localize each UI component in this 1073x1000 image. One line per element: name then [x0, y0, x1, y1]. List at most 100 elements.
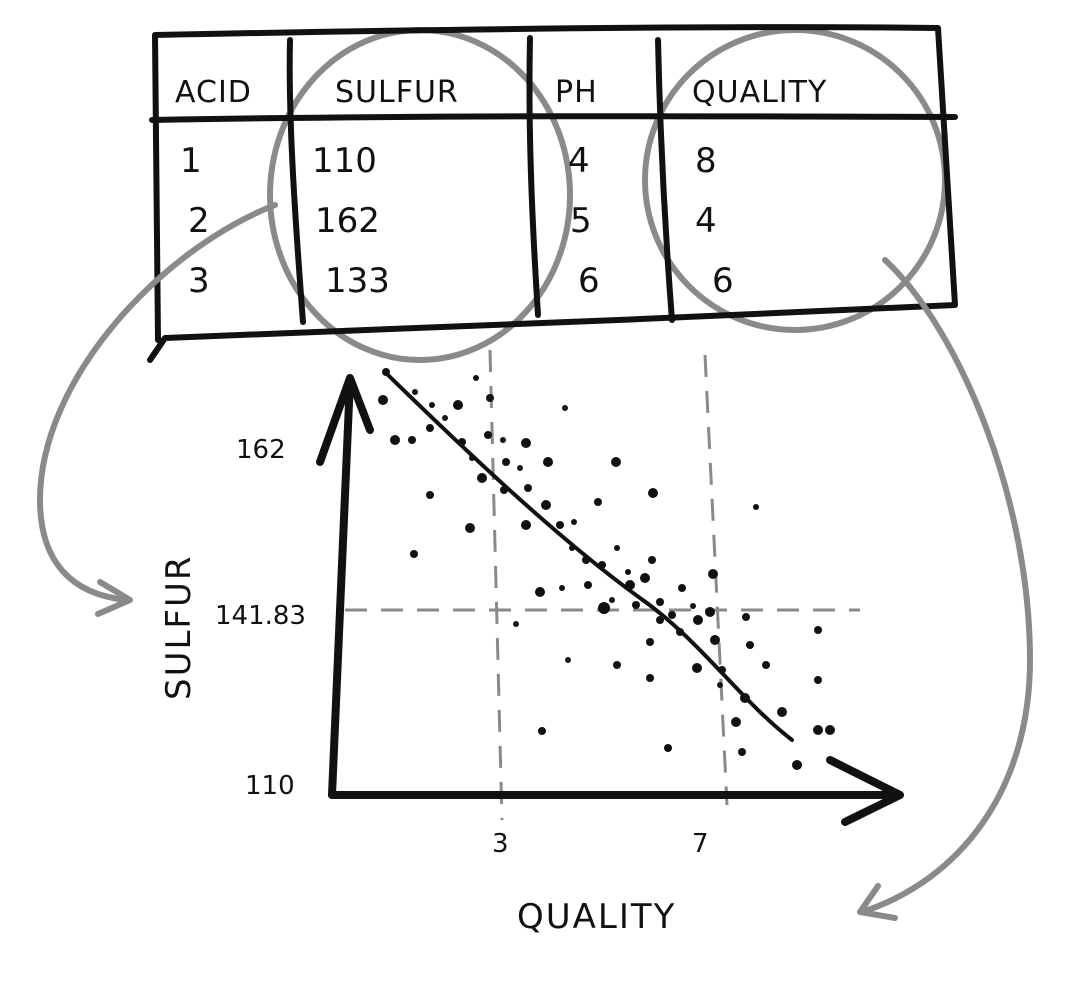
- scatter-point: [742, 613, 750, 621]
- scatter-point: [465, 523, 475, 533]
- scatter-point: [442, 415, 448, 421]
- y-tick-label: 110: [245, 771, 295, 801]
- scatter-point: [535, 587, 545, 597]
- table-col-divider-3: [655, 37, 675, 323]
- table-row: 1 110 4 8: [180, 141, 717, 181]
- table-header-ph: PH: [555, 75, 598, 110]
- scatter-point: [825, 725, 835, 735]
- left-curved-arrow: [37, 202, 278, 603]
- scatter-point: [746, 641, 754, 649]
- x-tick-label: 3: [492, 829, 509, 859]
- scatter-point: [453, 400, 463, 410]
- scatter-point: [762, 661, 770, 669]
- table-col-divider-2: [526, 35, 541, 318]
- scatter-point: [708, 569, 718, 579]
- x-axis-arrowhead-icon: [826, 756, 904, 826]
- scatter-point: [556, 521, 564, 529]
- scatter-point: [738, 748, 746, 756]
- scatter-point: [412, 389, 418, 395]
- table-cell-sulfur: 162: [315, 201, 380, 241]
- scatter-point: [538, 727, 546, 735]
- scatter-point: [390, 435, 400, 445]
- scatter-point: [792, 760, 802, 770]
- scatter-point: [656, 598, 664, 606]
- scatter-point: [668, 611, 676, 619]
- scatter-point: [594, 498, 602, 506]
- scatter-point: [524, 484, 532, 492]
- scatter-point: [584, 581, 592, 589]
- table-header-rule: [149, 113, 958, 123]
- scatter-point: [692, 663, 702, 673]
- scatter-point: [502, 458, 510, 466]
- scatter-point: [614, 545, 620, 551]
- x-axis-title: QUALITY: [517, 897, 676, 937]
- scatter-point: [500, 437, 506, 443]
- scatter-point: [543, 457, 553, 467]
- scatter-point: [521, 438, 531, 448]
- plot-axes: [316, 374, 904, 826]
- scatter-point: [632, 601, 640, 609]
- table-cell-ph: 4: [568, 141, 590, 181]
- scatter-point: [565, 657, 571, 663]
- scatter-point: [717, 682, 723, 688]
- scatter-point: [571, 519, 577, 525]
- table-row: 2 162 5 4: [188, 201, 717, 241]
- table-cell-ph: 5: [570, 201, 592, 241]
- scatter-point: [611, 457, 621, 467]
- x-tick-label: 7: [692, 829, 709, 859]
- scatter-point: [477, 473, 487, 483]
- scatter-point: [562, 405, 568, 411]
- scatter-point: [710, 635, 720, 645]
- scatter-points: [378, 368, 835, 770]
- scatter-point: [426, 491, 434, 499]
- table-cell-ph: 6: [578, 261, 600, 301]
- scatter-point: [656, 616, 664, 624]
- table-cell-quality: 8: [695, 141, 717, 181]
- scatter-point: [473, 375, 479, 381]
- scatter-point: [408, 436, 416, 444]
- scatter-point: [648, 556, 656, 564]
- scatter-point: [521, 520, 531, 530]
- scatter-point: [664, 744, 672, 752]
- scatter-point: [690, 603, 696, 609]
- table-cell-sulfur: 110: [312, 141, 377, 181]
- scatter-point: [541, 500, 551, 510]
- scatter-point: [484, 431, 492, 439]
- scatter-point: [646, 638, 654, 646]
- gray-connector-arrows: [37, 202, 1033, 921]
- table-cell-quality: 4: [695, 201, 717, 241]
- scatter-point: [648, 488, 658, 498]
- scatter-point: [613, 661, 621, 669]
- y-tick-label: 162: [236, 435, 286, 465]
- y-axis-title: SULFUR: [159, 555, 199, 700]
- scatter-point: [609, 597, 615, 603]
- table-border: [147, 24, 958, 363]
- scatter-point: [693, 615, 703, 625]
- trend-line: [386, 373, 794, 742]
- scatter-point: [598, 602, 610, 614]
- scatter-point: [640, 573, 650, 583]
- scatter-point: [731, 717, 741, 727]
- table-cell-quality: 6: [712, 261, 734, 301]
- table-cell-sulfur: 133: [325, 261, 390, 301]
- table-header-row: ACID SULFUR PH QUALITY: [175, 75, 826, 110]
- scatter-point: [814, 626, 822, 634]
- y-axis-arrowhead-icon: [316, 374, 374, 466]
- scatter-point: [429, 402, 435, 408]
- scatter-point: [753, 504, 759, 510]
- right-curved-arrow: [859, 257, 1033, 915]
- table-cell-acid: 2: [188, 201, 210, 241]
- scatter-point: [814, 676, 822, 684]
- y-tick-label: 141.83: [215, 601, 306, 631]
- scatter-point: [625, 569, 631, 575]
- guide-x-3: [488, 349, 504, 821]
- scatter-point: [410, 550, 418, 558]
- table-header-sulfur: SULFUR: [335, 75, 459, 110]
- guide-x-7: [703, 354, 729, 806]
- table-header-acid: ACID: [175, 75, 252, 110]
- right-arrowhead-icon: [857, 883, 898, 921]
- left-arrowhead-icon: [95, 579, 133, 617]
- scatter-point: [426, 424, 434, 432]
- scatter-point: [705, 607, 715, 617]
